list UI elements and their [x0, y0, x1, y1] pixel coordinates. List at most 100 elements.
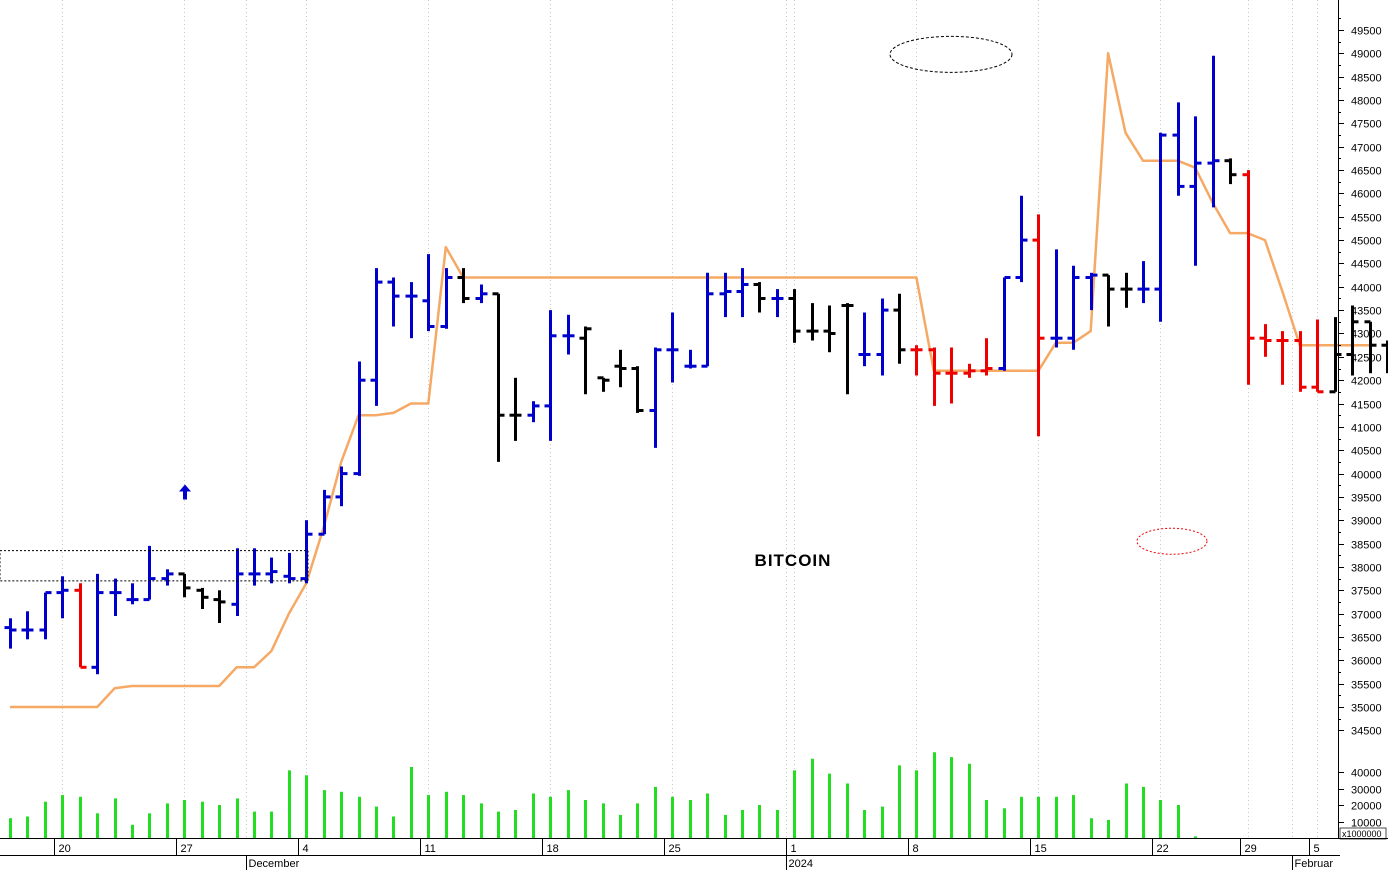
price-tick-label: 40000: [1351, 470, 1382, 482]
stop-line-layer: [10, 52, 1370, 709]
ohlc-bar: [74, 583, 87, 669]
ohlc-bar: [1294, 331, 1307, 392]
date-month-label: Februar: [1295, 858, 1334, 870]
ohlc-bar: [283, 552, 296, 584]
price-tick-label: 46000: [1351, 189, 1382, 201]
date-day-label: 18: [547, 843, 559, 855]
price-tick-label: 36500: [1351, 633, 1382, 645]
ohlc-bar: [1224, 158, 1237, 185]
date-month-label: December: [249, 858, 300, 870]
price-tick-label: 37000: [1351, 610, 1382, 622]
ohlc-bar: [1276, 331, 1289, 385]
price-tick-label: 49000: [1351, 49, 1382, 61]
date-day-label: 20: [59, 843, 71, 855]
ohlc-bar: [876, 298, 889, 376]
ohlc-bar: [1207, 55, 1220, 208]
ohlc-bar: [527, 401, 540, 423]
ohlc-bar: [945, 347, 958, 404]
ohlc-bar: [719, 272, 732, 318]
ohlc-bar: [1189, 116, 1202, 266]
volume-tick-label: 10000: [1351, 818, 1382, 830]
date-day-label: 1: [791, 843, 797, 855]
date-day-label: 29: [1245, 843, 1257, 855]
ohlc-bar: [1102, 273, 1115, 327]
price-tick-label: 41000: [1351, 423, 1382, 435]
ohlc-bar: [265, 557, 278, 584]
arrow-up-icon: [179, 484, 191, 500]
volume-unit-label: x1000000: [1342, 829, 1382, 839]
ohlc-bar: [1381, 340, 1388, 374]
price-tick-label: 46500: [1351, 166, 1382, 178]
ohlc-bar: [1032, 214, 1045, 437]
ohlc-bar: [1067, 265, 1080, 350]
ohlc-bar: [422, 254, 435, 332]
date-day-label: 22: [1157, 843, 1169, 855]
price-tick-label: 48000: [1351, 96, 1382, 108]
date-day-label: 15: [1035, 843, 1047, 855]
date-day-label: 25: [669, 843, 681, 855]
ohlc-bar: [579, 326, 592, 395]
price-axis: 34500 35000 35500 36000 36500 37000 37500 38000…: [1338, 0, 1382, 838]
ohlc-bar: [858, 312, 871, 367]
price-tick-label: 39500: [1351, 493, 1382, 505]
price-tick-label: 47500: [1351, 119, 1382, 131]
ohlc-bar: [492, 292, 505, 462]
date-day-label: 11: [425, 843, 436, 855]
ohlc-bar: [1311, 319, 1324, 394]
ohlc-bar: [614, 349, 627, 388]
ohlc-bar: [231, 548, 244, 616]
price-tick-label: 41500: [1351, 400, 1382, 412]
ohlc-bar: [440, 268, 453, 329]
grid-layer: [62, 0, 1318, 838]
ohlc-bar: [771, 289, 784, 318]
ohlc-bar: [109, 578, 122, 616]
ohlc-bar: [980, 338, 993, 376]
ohlc-bar: [1172, 102, 1185, 196]
price-tick-label: 44500: [1351, 259, 1382, 271]
price-tick-label: 37500: [1351, 586, 1382, 598]
ohlc-bar: [701, 272, 714, 368]
bars-layer: [4, 55, 1388, 675]
ohlc-bar: [597, 376, 610, 392]
ohlc-bar: [1364, 320, 1377, 374]
ohlc-bar: [1137, 261, 1150, 304]
ohlc-bar: [910, 345, 923, 376]
ohlc-bar: [39, 591, 52, 640]
ohlc-bar: [684, 349, 697, 369]
volume-tick-label: 40000: [1351, 768, 1382, 780]
volume-axis: 10000 20000 30000 40000 x1000000: [1338, 768, 1387, 840]
ohlc-bar: [161, 569, 174, 586]
ohlc-bar: [457, 268, 470, 304]
ohlc-bar: [91, 573, 104, 675]
ohlc-bar: [509, 377, 522, 441]
price-tick-label: 35500: [1351, 680, 1382, 692]
ohlc-bar: [405, 282, 418, 339]
ohlc-bar: [544, 310, 557, 441]
price-tick-label: 35000: [1351, 703, 1382, 715]
ohlc-bar: [998, 276, 1011, 371]
ohlc-bar: [21, 611, 34, 640]
ohlc-bar: [56, 576, 69, 619]
ohlc-bar: [562, 314, 575, 355]
ohlc-bar: [1015, 195, 1028, 283]
peak-marker-ellipse: [889, 35, 1013, 73]
ohlc-bar: [1085, 272, 1098, 311]
ohlc-bar: [1259, 324, 1272, 357]
low-marker-ellipse: [1136, 527, 1208, 555]
price-tick-label: 38000: [1351, 563, 1382, 575]
volume-tick-label: 30000: [1351, 785, 1382, 797]
price-tick-label: 47000: [1351, 143, 1382, 155]
volume-tick-label: 20000: [1351, 801, 1382, 813]
price-tick-label: 34500: [1351, 726, 1382, 738]
ohlc-bar: [806, 303, 819, 341]
volume-layer: [9, 752, 1197, 838]
price-tick-label: 42500: [1351, 353, 1382, 365]
price-tick-label: 48500: [1351, 73, 1382, 85]
ohlc-bar: [963, 363, 976, 378]
chart-title: BITCOIN: [755, 551, 832, 570]
date-month-label: 2024: [789, 858, 813, 870]
ohlc-bar: [1154, 132, 1167, 322]
ohlc-bar: [318, 489, 331, 536]
ohlc-bar: [196, 587, 209, 609]
